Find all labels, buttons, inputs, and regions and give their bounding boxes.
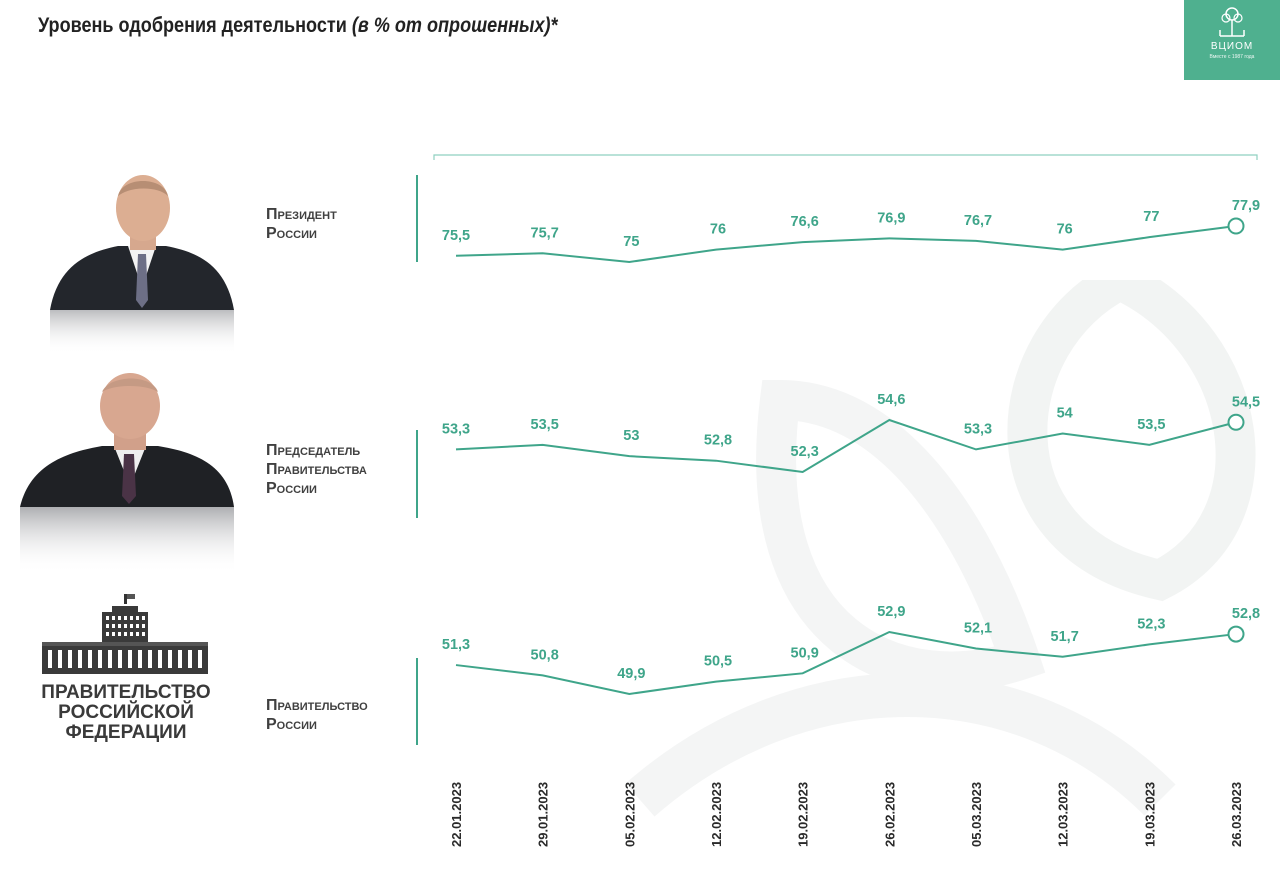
data-label-prime-minister: 54,5 [1232, 394, 1260, 410]
x-tick-label: 19.02.2023 [796, 782, 811, 847]
data-label-prime-minister: 53,5 [531, 417, 559, 433]
x-tick-label: 19.03.2023 [1142, 782, 1157, 847]
x-tick-label: 29.01.2023 [536, 782, 551, 847]
title-note: (в % от опрошенных)* [351, 14, 558, 37]
data-label-prime-minister: 52,3 [791, 444, 819, 460]
data-label-prime-minister: 53,5 [1137, 417, 1165, 433]
series-end-marker-government [1227, 625, 1245, 643]
x-tick-label: 22.01.2023 [449, 782, 464, 847]
data-label-president: 76 [1057, 222, 1073, 238]
tree-logo-icon [1219, 7, 1245, 37]
x-tick-label: 26.02.2023 [882, 782, 897, 847]
series-label-prime-minister: Председатель Правительства России [266, 442, 367, 497]
series-line-prime-minister [455, 418, 1237, 474]
prime-minister-portrait [20, 373, 234, 573]
data-label-government: 50,5 [704, 654, 732, 670]
data-label-government: 49,9 [617, 666, 645, 682]
data-label-prime-minister: 52,8 [704, 433, 732, 449]
logo-tagline: Вместе с 1987 года [1209, 54, 1255, 60]
data-label-government: 52,8 [1232, 606, 1260, 622]
data-label-president: 75 [623, 234, 639, 250]
data-label-prime-minister: 53,3 [964, 421, 992, 437]
vciom-logo: ВЦИОМ Вместе с 1987 года [1184, 0, 1280, 80]
data-label-prime-minister: 54,6 [877, 392, 905, 408]
data-label-government: 50,9 [791, 645, 819, 661]
data-label-government: 50,8 [531, 647, 559, 663]
x-tick-label: 12.03.2023 [1056, 782, 1071, 847]
data-label-government: 51,3 [442, 637, 470, 653]
logo-name: ВЦИОМ [1210, 41, 1254, 52]
data-label-prime-minister: 53,3 [442, 421, 470, 437]
data-label-president: 76,7 [964, 213, 992, 229]
data-label-president: 75,5 [442, 228, 470, 244]
x-tick-label: 05.02.2023 [622, 782, 637, 847]
series-label-government: Правительство России [266, 697, 368, 733]
watermark-decoration [625, 280, 1256, 817]
data-label-president: 76,6 [791, 214, 819, 230]
data-label-government: 52,1 [964, 621, 992, 637]
x-tick-label: 12.02.2023 [709, 782, 724, 847]
series-end-marker-prime-minister [1227, 413, 1245, 431]
series-line-government [455, 630, 1237, 696]
x-tick-label: 26.03.2023 [1229, 782, 1244, 847]
title-main: Уровень одобрения деятельности [38, 14, 347, 37]
government-building-emblem [42, 594, 208, 674]
data-label-president: 76,9 [877, 210, 905, 226]
data-label-government: 51,7 [1051, 629, 1079, 645]
data-label-government: 52,3 [1137, 616, 1165, 632]
data-label-government: 52,9 [877, 604, 905, 620]
president-portrait [50, 175, 234, 354]
government-emblem-text: ПРАВИТЕЛЬСТВО РОССИЙСКОЙ ФЕДЕРАЦИИ [41, 682, 211, 743]
data-label-president: 77,9 [1232, 198, 1260, 214]
x-tick-label: 05.03.2023 [969, 782, 984, 847]
data-label-president: 77 [1143, 209, 1159, 225]
series-label-president: Президент России [266, 206, 337, 242]
data-label-prime-minister: 54 [1057, 406, 1073, 422]
chart-top-bracket [433, 154, 1258, 160]
series-end-marker-president [1227, 217, 1245, 235]
data-label-president: 76 [710, 222, 726, 238]
page-title: Уровень одобрения деятельности (в % от о… [38, 14, 558, 38]
data-label-president: 75,7 [531, 225, 559, 241]
data-label-prime-minister: 53 [623, 428, 639, 444]
series-line-president [455, 225, 1237, 264]
